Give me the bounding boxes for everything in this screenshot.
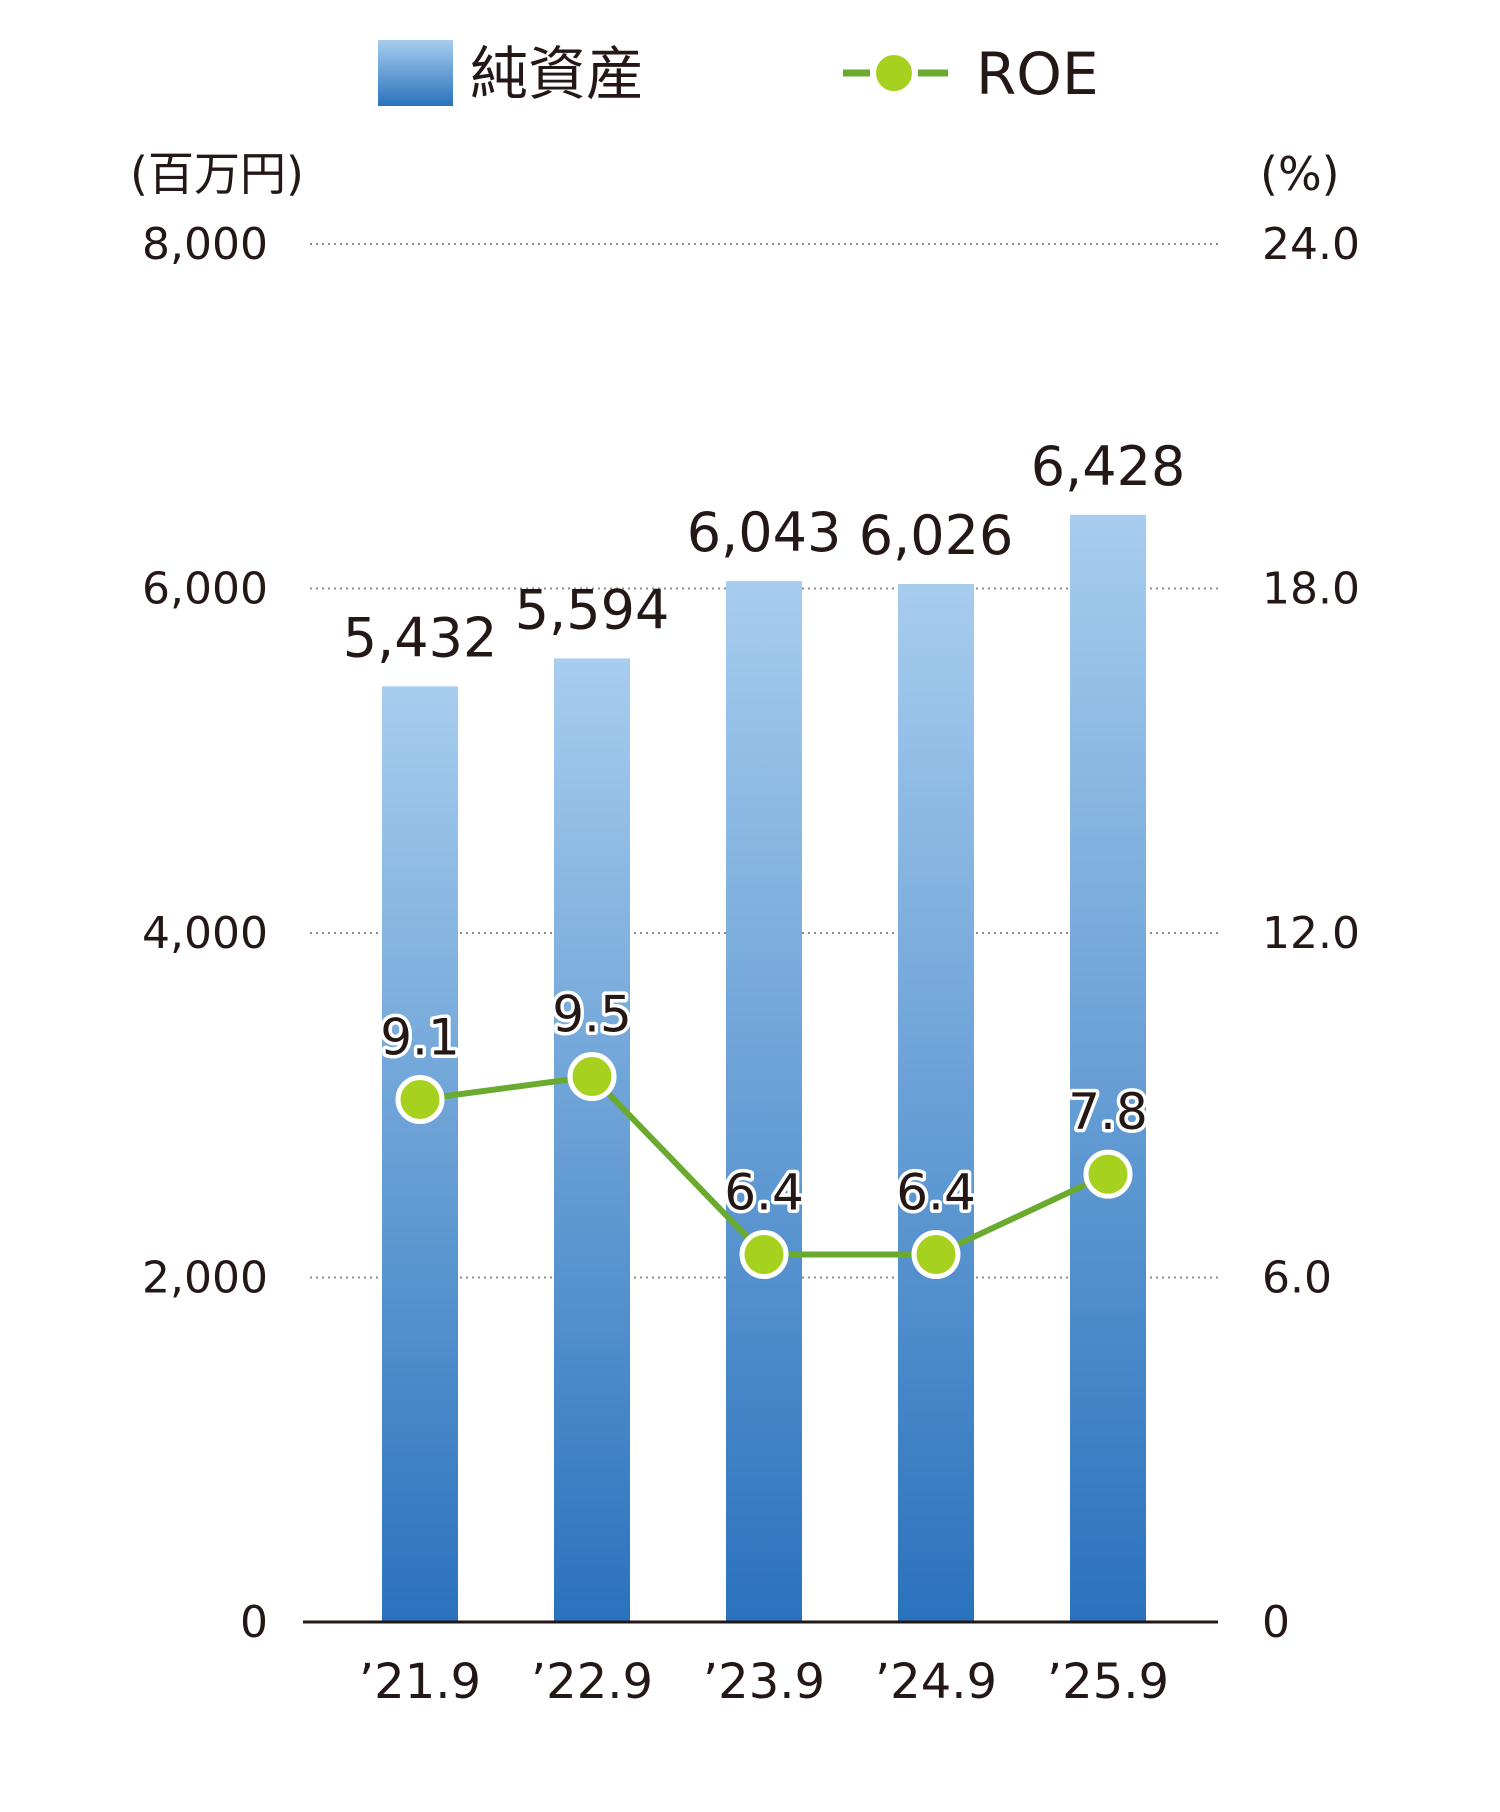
category-label: ’23.9 xyxy=(703,1654,825,1710)
left-tick-label: 6,000 xyxy=(142,564,268,615)
net-assets-value-label: 6,428 xyxy=(1031,435,1186,498)
net-assets-bar xyxy=(898,584,974,1622)
net-assets-value-label: 5,432 xyxy=(343,606,498,669)
left-axis-unit: (百万円) xyxy=(130,147,304,201)
category-labels: ’21.9 ’22.9 ’23.9 ’24.9 ’25.9 xyxy=(359,1654,1169,1710)
roe-value-label: 9.1 xyxy=(380,1009,460,1067)
left-axis-ticks: 0 2,000 4,000 6,000 8,000 xyxy=(142,219,268,1648)
roe-marker xyxy=(567,1052,617,1102)
legend-bar-label: 純資産 xyxy=(470,40,644,108)
left-tick-label: 2,000 xyxy=(142,1253,268,1304)
legend: 純資産 ROE xyxy=(378,40,1099,108)
net-assets-value-label: 5,594 xyxy=(515,578,670,641)
roe-marker xyxy=(911,1230,961,1280)
category-label: ’22.9 xyxy=(531,1654,653,1710)
right-tick-label: 0 xyxy=(1262,1597,1290,1648)
right-tick-label: 24.0 xyxy=(1262,219,1360,270)
legend-bar-swatch xyxy=(378,40,453,106)
left-tick-label: 8,000 xyxy=(142,219,268,270)
right-axis-ticks: 0 6.0 12.0 18.0 24.0 xyxy=(1262,219,1360,1648)
roe-marker xyxy=(739,1230,789,1280)
category-label: ’25.9 xyxy=(1047,1654,1169,1710)
bar-value-labels: 5,432 5,594 6,043 6,026 6,428 xyxy=(343,435,1186,670)
net-assets-value-label: 6,026 xyxy=(859,504,1014,567)
category-label: ’24.9 xyxy=(875,1654,997,1710)
right-axis-unit: (%) xyxy=(1260,147,1340,201)
left-tick-label: 4,000 xyxy=(142,908,268,959)
net-assets-bar xyxy=(554,658,630,1622)
left-tick-label: 0 xyxy=(240,1597,268,1648)
legend-line-label: ROE xyxy=(976,40,1099,108)
right-tick-label: 18.0 xyxy=(1262,564,1360,615)
roe-value-label: 9.5 xyxy=(552,986,632,1044)
roe-markers xyxy=(395,1052,1133,1280)
roe-value-label: 7.8 xyxy=(1068,1083,1148,1141)
category-label: ’21.9 xyxy=(359,1654,481,1710)
net-assets-bar xyxy=(726,581,802,1622)
bars xyxy=(382,514,1146,1622)
net-assets-bar xyxy=(382,686,458,1622)
roe-value-label: 6.4 xyxy=(896,1164,976,1222)
roe-marker xyxy=(1083,1149,1133,1199)
roe-value-label: 6.4 xyxy=(724,1164,804,1222)
right-tick-label: 12.0 xyxy=(1262,908,1360,959)
legend-line-marker xyxy=(872,51,916,95)
roe-marker xyxy=(395,1075,445,1125)
net-assets-value-label: 6,043 xyxy=(687,501,842,564)
net-assets-bar xyxy=(1070,514,1146,1622)
grid-lines xyxy=(310,243,1218,1279)
roe-value-labels: 9.1 9.5 6.4 6.4 7.8 xyxy=(377,982,1152,1225)
right-tick-label: 6.0 xyxy=(1262,1253,1332,1304)
